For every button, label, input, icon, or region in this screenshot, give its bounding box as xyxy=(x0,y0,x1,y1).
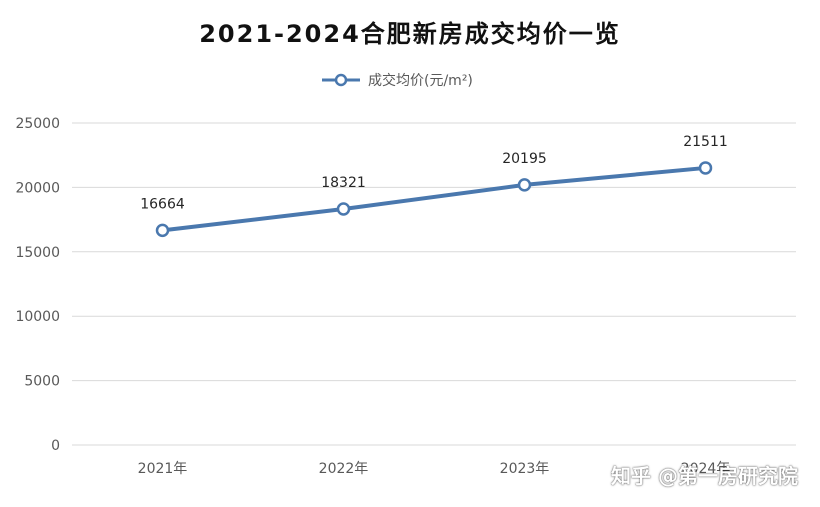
data-point xyxy=(517,178,532,192)
series-points xyxy=(155,161,713,238)
y-tick-label: 20000 xyxy=(15,180,60,196)
data-label: 16664 xyxy=(140,196,185,212)
data-label: 21511 xyxy=(683,134,728,150)
data-label: 20195 xyxy=(502,151,547,167)
x-tick-label: 2021年 xyxy=(138,461,188,477)
legend-line-marker-icon xyxy=(322,73,360,87)
legend: 成交均价(元/m²) xyxy=(320,70,473,90)
x-axis: 2021年 2022年 2023年 2024年 xyxy=(138,461,731,477)
data-point xyxy=(698,161,713,175)
series-line xyxy=(162,165,706,233)
y-tick-label: 10000 xyxy=(15,309,60,325)
x-tick-label: 2024年 xyxy=(681,461,731,477)
y-tick-label: 0 xyxy=(51,438,60,454)
y-tick-label: 15000 xyxy=(15,245,60,261)
data-label: 18321 xyxy=(321,175,366,191)
y-tick-label: 25000 xyxy=(15,116,60,132)
legend-label: 成交均价(元/m²) xyxy=(368,73,473,89)
data-labels: 16664 18321 20195 21511 xyxy=(140,134,728,212)
series-line-layer xyxy=(162,165,706,233)
data-point xyxy=(155,223,170,238)
watermark-brand: 知乎 @第一房研究院 xyxy=(611,464,798,488)
gridlines xyxy=(72,122,796,446)
data-point xyxy=(336,202,351,216)
x-tick-label: 2023年 xyxy=(500,461,550,477)
y-tick-label: 5000 xyxy=(24,374,60,390)
y-axis: 0 5000 10000 15000 20000 25000 xyxy=(15,116,60,454)
x-tick-label: 2022年 xyxy=(319,461,369,477)
chart-title: 2021-2024合肥新房成交均价一览 xyxy=(199,20,621,48)
